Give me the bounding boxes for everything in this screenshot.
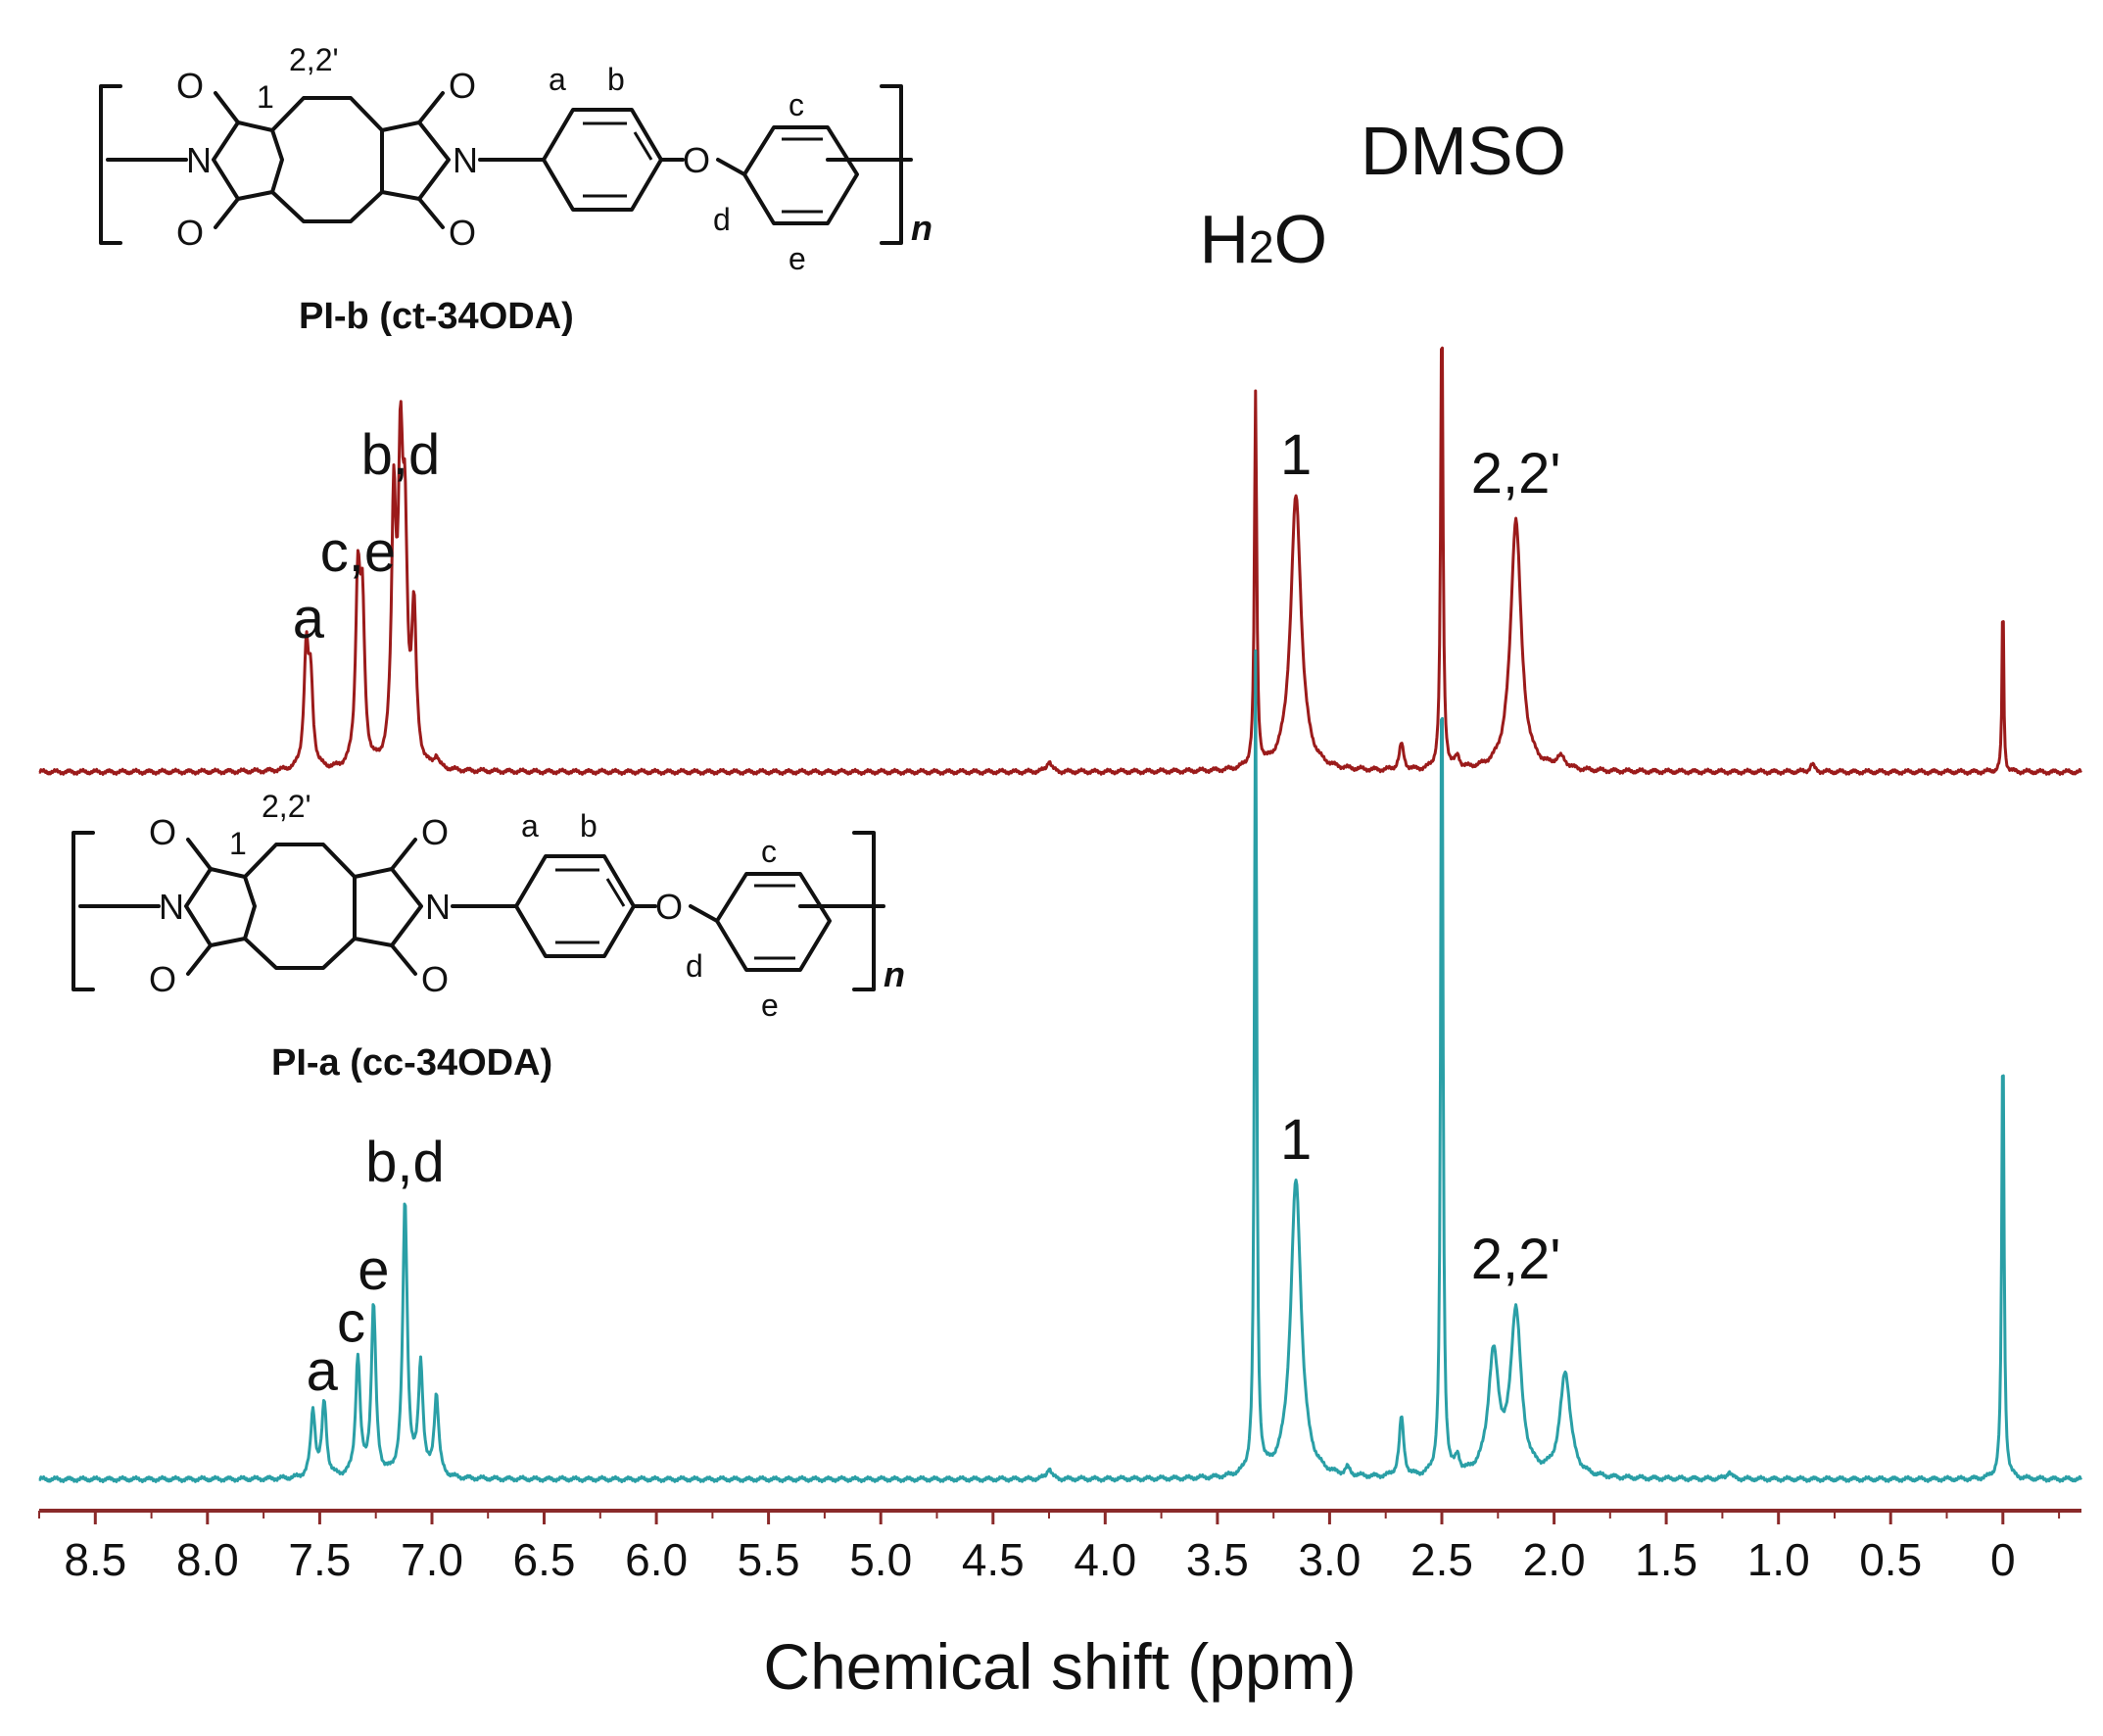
x-tick-label: 1.0 — [1747, 1534, 1810, 1585]
atom-label: O — [149, 959, 176, 999]
structure-pi-b-bonds — [99, 84, 913, 245]
x-tick-label: 2.0 — [1523, 1534, 1586, 1585]
position-label: 2,2' — [289, 42, 339, 77]
structure-pi-a-bonds — [72, 831, 885, 991]
atom-label: O — [683, 140, 710, 180]
atom-label: O — [421, 959, 449, 999]
position-label: 2,2' — [262, 789, 311, 824]
atom-label: O — [421, 812, 449, 852]
peak-label: e — [358, 1238, 389, 1302]
peak-label: 1 — [1280, 1108, 1312, 1172]
atom-label: N — [159, 887, 184, 927]
x-tick-label: 6.5 — [513, 1534, 576, 1585]
atom-label: N — [425, 887, 451, 927]
x-tick-label: 1.5 — [1635, 1534, 1697, 1585]
h2o-annotation: H2O — [1199, 201, 1327, 277]
position-label: d — [713, 202, 731, 237]
peak-label: c,e — [320, 520, 396, 584]
position-label: 1 — [257, 79, 274, 115]
x-axis: 8.5 8.0 7.5 7.0 6.5 6.0 5.5 5.0 4.5 4.0 3.5 3.0 2.5 2… — [38, 1509, 2081, 1703]
atom-label: O — [449, 213, 476, 253]
position-label: 1 — [229, 826, 247, 861]
peak-label: c — [337, 1290, 365, 1354]
x-tick-label: 4.5 — [962, 1534, 1025, 1585]
atom-label: O — [149, 812, 176, 852]
peak-label: 2,2' — [1471, 442, 1561, 506]
x-axis-label: Chemical shift (ppm) — [763, 1630, 1356, 1703]
repeat-unit-n: n — [884, 954, 905, 994]
x-axis-tick-labels: 8.5 8.0 7.5 7.0 6.5 6.0 5.5 5.0 4.5 4.0 3.5 3.0 2.5 2… — [64, 1534, 2015, 1585]
x-tick-label: 8.0 — [176, 1534, 239, 1585]
x-tick-label: 2.5 — [1410, 1534, 1473, 1585]
peak-label: b,d — [365, 1131, 445, 1194]
peak-label: b,d — [361, 423, 441, 487]
peak-label: a — [307, 1339, 339, 1403]
position-label: e — [789, 241, 806, 276]
x-tick-label: 8.5 — [64, 1534, 126, 1585]
x-tick-label: 7.0 — [401, 1534, 463, 1585]
position-label: a — [521, 808, 539, 844]
atom-label: O — [176, 213, 204, 253]
structure-pi-b: O O N O O N O 1 2,2' a b c d e n PI-b (c… — [99, 42, 932, 337]
x-tick-label: 6.0 — [625, 1534, 688, 1585]
peak-label: 2,2' — [1471, 1228, 1561, 1291]
x-tick-label: 3.5 — [1186, 1534, 1249, 1585]
position-label: d — [686, 948, 703, 984]
spectrum-line-1 — [38, 346, 2082, 776]
dmso-annotation: DMSO — [1361, 113, 1566, 189]
x-tick-label: 0.5 — [1859, 1534, 1922, 1585]
position-label: a — [549, 62, 566, 97]
atom-label: N — [186, 140, 212, 180]
atom-label: O — [176, 66, 204, 106]
position-label: c — [761, 834, 777, 869]
spectra-group — [38, 346, 2082, 1483]
x-tick-label: 3.0 — [1298, 1534, 1361, 1585]
x-tick-label: 5.0 — [849, 1534, 912, 1585]
polymer-name: PI-b (ct-34ODA) — [299, 296, 574, 337]
position-label: e — [761, 988, 779, 1023]
atom-label: O — [655, 887, 683, 927]
x-tick-label: 7.5 — [288, 1534, 351, 1585]
atom-label: O — [449, 66, 476, 106]
structure-pi-a: O O N O O N O 1 2,2' a b c d e n PI-a (c… — [72, 789, 905, 1084]
x-tick-label: 5.5 — [738, 1534, 800, 1585]
position-label: c — [789, 87, 804, 122]
peak-label: a — [293, 587, 325, 651]
repeat-unit-n: n — [911, 208, 932, 248]
atom-label: N — [453, 140, 478, 180]
spectrum-line-2 — [38, 649, 2082, 1483]
x-axis-ticks — [38, 1511, 2061, 1524]
position-label: b — [580, 808, 597, 844]
peak-label: 1 — [1280, 423, 1312, 487]
position-label: b — [607, 62, 625, 97]
x-tick-label: 0 — [1990, 1534, 2016, 1585]
polymer-name: PI-a (cc-34ODA) — [271, 1042, 552, 1084]
x-tick-label: 4.0 — [1074, 1534, 1136, 1585]
